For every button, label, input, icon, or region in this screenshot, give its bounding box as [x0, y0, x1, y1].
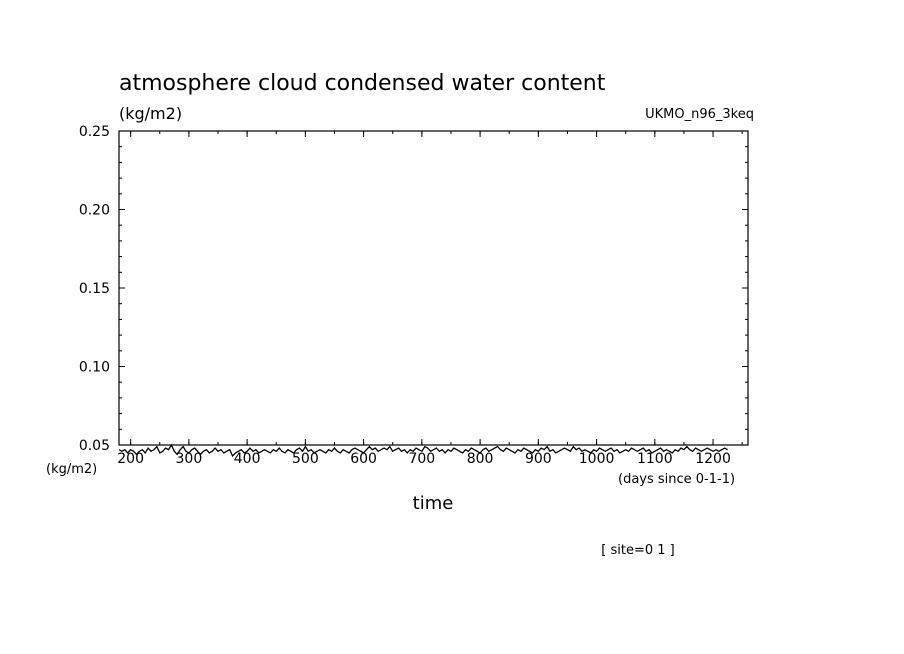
x-tick-label: 600	[350, 451, 377, 467]
y-tick-label: 0.25	[79, 124, 110, 140]
y-tick-label: 0.10	[79, 360, 110, 376]
x-tick-label: 500	[292, 451, 319, 467]
y-tick-label: 0.05	[79, 438, 110, 454]
chart-title: atmosphere cloud condensed water content	[119, 71, 606, 96]
x-tick-label: 1000	[579, 451, 615, 467]
x-tick-label: 300	[176, 451, 203, 467]
y-tick-label: 0.15	[79, 281, 110, 297]
plot-frame	[118, 130, 749, 446]
y-tick-label: 0.20	[79, 203, 110, 219]
series-line	[118, 443, 728, 458]
site-label: [ site=0 1 ]	[601, 543, 674, 558]
x-tick-label: 200	[117, 451, 144, 467]
model-label: UKMO_n96_3keq	[645, 107, 754, 122]
x-axis-label: time	[413, 493, 454, 514]
x-axis: 200 300 400 500 600 700 800 900 1000 1100 1200	[117, 131, 743, 467]
lower-axis-unit-label: (kg/m2)	[46, 462, 97, 477]
x-unit-label: (days since 0-1-1)	[618, 472, 735, 487]
x-tick-label: 700	[408, 451, 435, 467]
y-axis: 0.05 0.10 0.15 0.20 0.25	[79, 124, 748, 454]
x-tick-label: 1100	[637, 451, 673, 467]
x-tick-label: 400	[234, 451, 261, 467]
y-unit-label: (kg/m2)	[119, 104, 182, 123]
x-tick-label: 1200	[695, 451, 731, 467]
x-tick-label: 800	[467, 451, 494, 467]
x-tick-label: 900	[525, 451, 552, 467]
